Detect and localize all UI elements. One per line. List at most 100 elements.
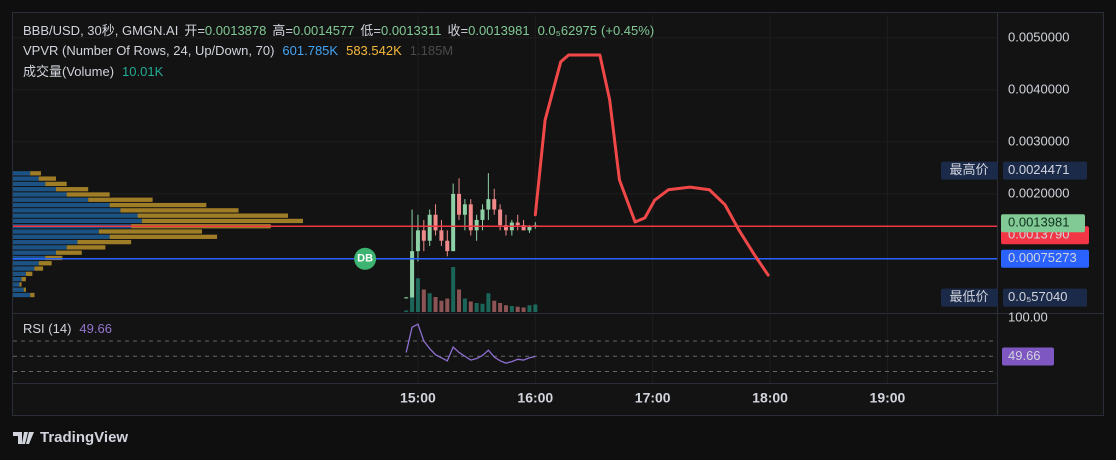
volume-bar [445, 298, 450, 312]
vpvr-up [13, 255, 46, 261]
candle-body [445, 240, 450, 252]
candle-body [457, 193, 462, 215]
rsi-line [405, 323, 536, 364]
extreme-name-box [941, 288, 998, 307]
volume-bar [503, 305, 508, 312]
vpvr-up [13, 171, 31, 176]
volume-bar [492, 300, 497, 312]
vpvr-up [13, 282, 20, 287]
vpvr-up [13, 218, 142, 224]
vpvr-up [13, 229, 99, 234]
vpvr-up [13, 176, 39, 181]
brand: TradingView [40, 429, 128, 446]
vpvr-down [55, 187, 89, 192]
rsi-tick-label: 100.00 [1008, 309, 1048, 324]
candle-body [433, 214, 438, 231]
ohlc-value: 0.0013311 [381, 23, 442, 38]
price-label-box [1001, 249, 1089, 268]
legend-volume: 成交量(Volume) 10.01K [23, 64, 164, 79]
candle-body [480, 209, 485, 220]
volume-bar [404, 310, 409, 312]
change: 0.0₅62975 [538, 23, 597, 38]
volume-bar [439, 300, 444, 312]
vpvr-up [13, 181, 46, 187]
vpvr-up [13, 187, 56, 192]
extreme-name-box [941, 161, 998, 180]
ohlc-value: 0.0013981 [468, 23, 529, 38]
candle-body [521, 225, 526, 231]
volume-bar [533, 304, 538, 312]
vpvr-down [66, 245, 106, 250]
volume-bar [433, 297, 438, 312]
extreme-value-box [1003, 161, 1087, 180]
vpvr-down [98, 229, 203, 234]
candle-body [468, 204, 473, 231]
volume-last: 10.01K [122, 64, 164, 79]
vpvr-down [141, 218, 303, 224]
vpvr-up [13, 261, 39, 266]
x-tick-label: 16:00 [517, 390, 553, 406]
candle-body [498, 209, 503, 226]
candle-body [451, 193, 456, 252]
vpvr-up [13, 192, 67, 197]
vpvr-down [77, 239, 132, 245]
vpvr-down [45, 255, 63, 261]
ohlc-label: 开= [184, 23, 205, 38]
x-tick-label: 17:00 [635, 390, 671, 406]
vpvr-down [109, 234, 218, 239]
vpvr-down: 583.542K [346, 43, 402, 58]
candle-body [462, 204, 467, 215]
y-tick-label: 0.0040000 [1008, 81, 1069, 96]
vpvr-up [13, 266, 35, 271]
extreme-value: 0.0024471 [1008, 162, 1069, 177]
vpvr-down [109, 202, 207, 208]
candle-body [486, 199, 491, 210]
volume-bar [486, 293, 491, 312]
y-tick-label: 0.0050000 [1008, 29, 1069, 44]
vpvr-down [38, 261, 52, 266]
vpvr-up [13, 292, 31, 298]
drawn-line [533, 53, 770, 277]
extreme-name: 最高价 [949, 162, 988, 177]
volume-bar [457, 289, 462, 312]
ohlc-label: 高= [272, 23, 293, 38]
candle-body [415, 230, 420, 252]
price-label: 0.00075273 [1008, 250, 1077, 265]
candle-body [404, 297, 409, 299]
volume-bar [451, 267, 456, 312]
vpvr-up [13, 276, 22, 282]
logo-mark [13, 432, 34, 444]
ohlc-value: 0.0013878 [205, 23, 266, 38]
x-tick-label: 18:00 [752, 390, 788, 406]
rsi-last: 49.66 [79, 321, 112, 336]
vpvr-up [13, 208, 121, 213]
vpvr-down [25, 271, 33, 276]
vpvr-up [13, 250, 56, 255]
volume-bar [415, 278, 420, 312]
volume-bar [427, 293, 432, 312]
vpvr-up [13, 245, 67, 250]
vpvr-down [19, 282, 22, 287]
candle-body [527, 225, 532, 231]
ohlc-label: 收= [448, 23, 469, 38]
vpvr-down [66, 192, 110, 197]
candle-body [421, 230, 426, 241]
volume-title: 成交量(Volume) [23, 64, 114, 79]
extreme-value: 0.0₅57040 [1008, 289, 1067, 304]
vpvr-down [21, 276, 26, 282]
vpvr-up: 601.785K [282, 43, 338, 58]
x-tick-label: 19:00 [870, 390, 906, 406]
candle-body [515, 222, 520, 226]
volume-bar [480, 303, 485, 312]
candle-body [474, 219, 479, 231]
vpvr-up [13, 213, 138, 218]
y-tick-label: 0.0030000 [1008, 133, 1069, 148]
ohlc-label: 低= [360, 23, 381, 38]
vpvr-total: 1.185M [410, 43, 453, 58]
last-price-box [1001, 214, 1085, 233]
extreme-value-box [1003, 288, 1087, 307]
vpvr-up [13, 234, 110, 239]
vpvr-title: VPVR (Number Of Rows, 24, Up/Down, 70) [23, 43, 274, 58]
annotation-badge [354, 247, 377, 270]
